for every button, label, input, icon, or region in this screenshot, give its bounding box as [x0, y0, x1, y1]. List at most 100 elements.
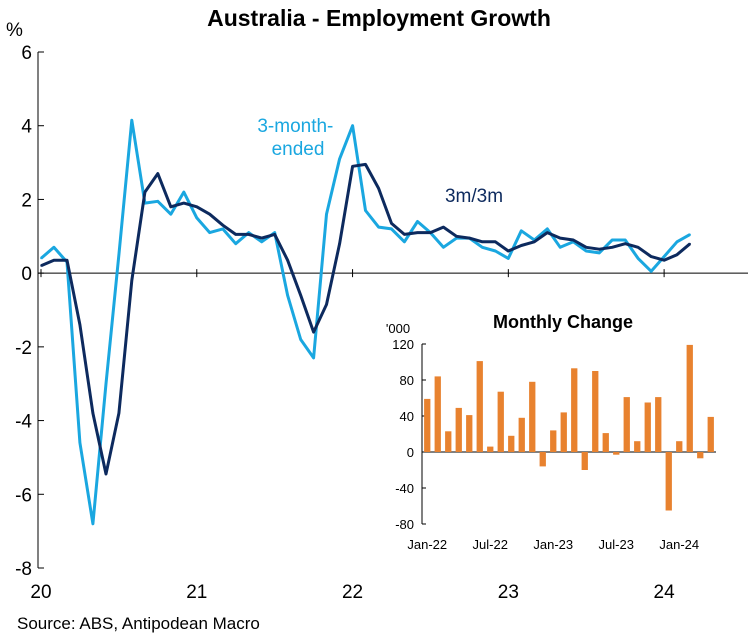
data-point	[390, 222, 393, 225]
data-point	[79, 323, 81, 326]
inset-bar	[508, 435, 515, 452]
data-point	[325, 303, 328, 306]
inset-bar	[623, 397, 630, 452]
data-point	[364, 163, 367, 166]
x-tick-label: 21	[186, 582, 207, 603]
data-point	[494, 241, 497, 243]
data-point	[92, 412, 94, 415]
data-point	[234, 233, 237, 236]
data-point	[429, 231, 432, 234]
data-point	[481, 241, 484, 243]
inset-y-unit: '000	[386, 321, 410, 336]
data-point	[53, 259, 55, 262]
inset-bar	[539, 452, 546, 467]
inset-y-tick-label: 120	[392, 337, 414, 352]
data-point	[260, 241, 263, 243]
inset-bar	[644, 402, 651, 452]
y-tick-label: 6	[21, 43, 32, 64]
data-point	[390, 228, 393, 230]
inset-bar	[634, 441, 641, 452]
inset-x-tick-label: Jul-22	[473, 537, 508, 552]
data-point	[533, 241, 536, 243]
data-point	[208, 213, 211, 215]
data-point	[611, 246, 613, 249]
inset-bar	[455, 407, 462, 452]
data-point	[66, 259, 68, 262]
main-lines	[40, 118, 692, 526]
data-point	[650, 255, 652, 258]
inset-bar	[487, 446, 494, 452]
inset-bar	[497, 391, 504, 452]
series-label-line-2: ended	[272, 139, 325, 160]
data-point	[403, 241, 406, 243]
data-point	[118, 253, 120, 256]
data-point	[131, 279, 133, 282]
inset-bar	[518, 417, 525, 452]
data-point	[222, 228, 224, 230]
data-point	[105, 382, 107, 385]
y-tick-label: 4	[21, 117, 32, 138]
x-tick-label: 24	[654, 582, 676, 603]
inset-bar	[560, 412, 567, 452]
inset-x-tick-label: Jan-24	[659, 537, 699, 552]
data-point	[157, 200, 159, 203]
data-point	[442, 226, 445, 228]
data-point	[520, 230, 523, 232]
data-point	[364, 209, 367, 212]
data-point	[183, 202, 185, 204]
data-point	[312, 331, 315, 333]
inset-bar	[655, 397, 662, 452]
data-point	[92, 523, 94, 525]
data-point	[689, 233, 691, 236]
inset-y-tick-label: 40	[400, 409, 414, 424]
data-point	[286, 259, 289, 262]
x-tick-label: 20	[30, 582, 51, 603]
chart-title: Australia - Employment Growth	[207, 5, 551, 31]
data-point	[650, 270, 652, 273]
data-point	[338, 242, 341, 245]
data-point	[377, 187, 380, 190]
inset-x-tick-label: Jul-23	[599, 537, 634, 552]
y-tick-label: 2	[21, 190, 32, 211]
data-point	[546, 231, 549, 234]
inset-y-tick-label: 80	[400, 373, 414, 388]
inset-bar	[686, 344, 693, 452]
inset-bar	[424, 398, 431, 452]
data-point	[79, 441, 81, 444]
data-point	[299, 294, 302, 297]
inset-bar	[665, 452, 672, 511]
inset-bar	[466, 415, 473, 452]
data-point	[676, 253, 678, 256]
inset-bar	[697, 452, 704, 459]
series-label-line-1: 3-month-	[257, 116, 333, 137]
data-point	[663, 259, 665, 262]
data-point	[416, 231, 419, 234]
data-point	[247, 233, 250, 236]
data-point	[624, 239, 626, 241]
data-point	[40, 265, 42, 267]
data-point	[585, 250, 587, 252]
data-point	[585, 246, 587, 249]
inset-bar	[676, 441, 683, 452]
inset-bar	[550, 430, 557, 452]
data-point	[260, 237, 263, 239]
inset-background	[372, 302, 736, 558]
source-note: Source: ABS, Antipodean Macro	[17, 614, 260, 633]
inset-bars	[424, 344, 714, 511]
data-point	[676, 241, 678, 243]
data-point	[598, 252, 600, 254]
data-point	[157, 172, 159, 175]
data-point	[637, 246, 639, 249]
inset-bar	[581, 452, 588, 470]
inset-axes: 120 80 40 0 -40 -80 Jan-22 Jul-22 Jan-23 Jul-23 Ja…	[392, 337, 716, 552]
data-point	[637, 257, 639, 260]
data-point	[351, 124, 354, 127]
x-tick-label: 22	[342, 582, 363, 603]
data-point	[144, 191, 146, 193]
y-tick-label: -8	[15, 559, 32, 580]
data-point	[170, 213, 172, 215]
data-point	[40, 257, 42, 260]
data-point	[403, 233, 406, 236]
